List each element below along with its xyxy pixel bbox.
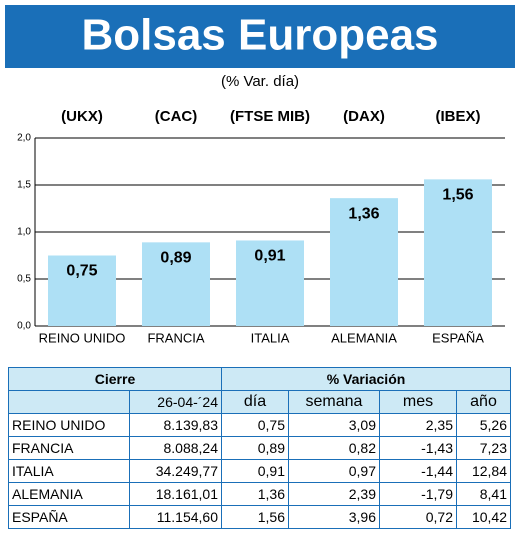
table-cell <box>8 390 130 414</box>
table-cell: 0,72 <box>379 505 457 529</box>
table-cell: 11.154,60 <box>129 505 222 529</box>
table-cell: 1,36 <box>221 482 289 506</box>
table-cell: año <box>456 390 511 414</box>
table-cell: 12,84 <box>456 459 511 483</box>
table-cell: 26-04-´24 <box>129 390 222 414</box>
data-table: Cierre% Variación 26-04-´24 día semana mes añ… <box>8 367 511 529</box>
y-tick-label: 2,0 <box>17 133 31 144</box>
table-row: ALEMANIA 18.161,01 1,36 2,39 -1,79 8,41 <box>8 482 511 506</box>
table-row: Cierre% Variación <box>8 367 511 391</box>
table-cell: 0,97 <box>288 459 380 483</box>
table-cell: 5,26 <box>456 413 511 437</box>
table-cell: semana <box>288 390 380 414</box>
table-row: REINO UNIDO 8.139,83 0,75 3,09 2,35 5,26 <box>8 413 511 437</box>
x-tick-label: FRANCIA <box>147 330 204 345</box>
table-row: FRANCIA 8.088,24 0,89 0,82 -1,43 7,23 <box>8 436 511 460</box>
table-cell: día <box>221 390 289 414</box>
table-cell: 7,23 <box>456 436 511 460</box>
bar <box>424 179 492 326</box>
y-tick-label: 0,5 <box>17 274 31 285</box>
table-cell: 3,96 <box>288 505 380 529</box>
table-cell: mes <box>379 390 457 414</box>
title-banner <box>5 5 515 68</box>
value-label: 1,56 <box>442 187 473 204</box>
chart-title: Bolsas Europeas <box>81 11 438 60</box>
y-tick-label: 1,5 <box>17 180 31 191</box>
table-cell: -1,79 <box>379 482 457 506</box>
table-cell: Cierre <box>8 367 222 391</box>
bar <box>48 255 116 326</box>
table-cell: % Variación <box>221 367 511 391</box>
code-label: (DAX) <box>343 108 385 125</box>
code-label: (IBEX) <box>436 108 481 125</box>
x-tick-label: ALEMANIA <box>331 330 397 345</box>
table-cell: -1,43 <box>379 436 457 460</box>
value-label: 0,91 <box>254 248 285 265</box>
code-label: (CAC) <box>155 108 198 125</box>
table-cell: 0,91 <box>221 459 289 483</box>
code-label: (UKX) <box>61 108 103 125</box>
x-tick-label: REINO UNIDO <box>39 330 126 345</box>
x-tick-label: ESPAÑA <box>432 330 484 345</box>
table-cell: 1,56 <box>221 505 289 529</box>
table-cell: 2,35 <box>379 413 457 437</box>
x-tick-label: ITALIA <box>251 330 290 345</box>
table-row: ITALIA 34.249,77 0,91 0,97 -1,44 12,84 <box>8 459 511 483</box>
table-cell: ESPAÑA <box>8 505 130 529</box>
bar <box>236 240 304 326</box>
chart-subtitle: (% Var. día) <box>221 73 299 90</box>
value-label: 0,89 <box>160 250 191 267</box>
chart: Bolsas Europeas (% Var. día) 0,0 0,5 1,0 1,… <box>5 5 515 345</box>
table-cell: 8.088,24 <box>129 436 222 460</box>
table-row: ESPAÑA 11.154,60 1,56 3,96 0,72 10,42 <box>8 505 511 529</box>
table-cell: 0,75 <box>221 413 289 437</box>
table-cell: 2,39 <box>288 482 380 506</box>
table-cell: ITALIA <box>8 459 130 483</box>
table-cell: 8,41 <box>456 482 511 506</box>
y-tick-label: 1,0 <box>17 227 31 238</box>
table-cell: 0,89 <box>221 436 289 460</box>
table-cell: 0,82 <box>288 436 380 460</box>
code-label: (FTSE MIB) <box>230 108 310 125</box>
table-row: 26-04-´24 día semana mes año <box>8 390 511 414</box>
table-cell: 8.139,83 <box>129 413 222 437</box>
table-cell: -1,44 <box>379 459 457 483</box>
table-cell: REINO UNIDO <box>8 413 130 437</box>
table-cell: FRANCIA <box>8 436 130 460</box>
table-cell: 10,42 <box>456 505 511 529</box>
table-cell: ALEMANIA <box>8 482 130 506</box>
bar <box>142 242 210 326</box>
table-cell: 3,09 <box>288 413 380 437</box>
y-tick-label: 0,0 <box>17 321 31 332</box>
table-cell: 18.161,01 <box>129 482 222 506</box>
value-label: 0,75 <box>66 263 97 280</box>
value-label: 1,36 <box>348 205 379 222</box>
table-cell: 34.249,77 <box>129 459 222 483</box>
bar <box>330 198 398 326</box>
